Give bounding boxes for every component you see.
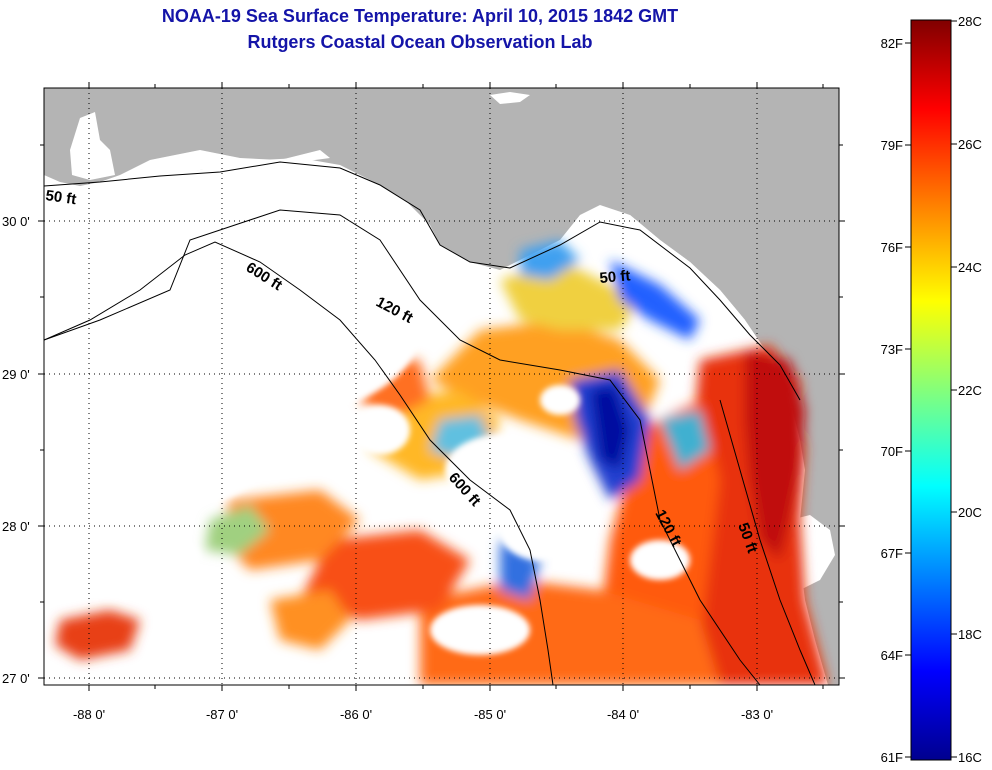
map-subtitle: Rutgers Coastal Ocean Observation Lab [247, 32, 593, 52]
map-title: NOAA-19 Sea Surface Temperature: April 1… [161, 6, 679, 26]
colorbar-f-label: 76F [881, 240, 903, 255]
colorbar-fahrenheit-labels: 82F 79F 76F 73F 70F 67F 64F 61F [881, 36, 903, 765]
colorbar-f-label: 82F [881, 36, 903, 51]
colorbar [910, 19, 952, 761]
x-axis-labels: -88 0' -87 0' -86 0' -85 0' -84 0' -83 0… [73, 707, 773, 722]
x-tick-label: -86 0' [340, 707, 372, 722]
y-tick-label: 27 0' [2, 671, 30, 686]
bay-apalachicola [490, 92, 530, 104]
y-axis-labels: 30 0' 29 0' 28 0' 27 0' [2, 214, 30, 686]
y-tick-label: 29 0' [2, 367, 30, 382]
colorbar-f-label: 73F [881, 342, 903, 357]
colorbar-f-label: 61F [881, 750, 903, 765]
sst-field [55, 240, 828, 685]
colorbar-c-label: 28C [958, 14, 982, 29]
land-florida [44, 88, 839, 685]
colorbar-c-label: 22C [958, 383, 982, 398]
colorbar-celsius-labels: 28C 26C 24C 22C 20C 18C 16C [958, 14, 982, 765]
x-tick-label: -88 0' [73, 707, 105, 722]
contour-label: 50 ft [599, 267, 631, 287]
y-tick-label: 28 0' [2, 519, 30, 534]
x-tick-label: -87 0' [206, 707, 238, 722]
cloud-gaps [44, 240, 690, 655]
x-tick-label: -83 0' [741, 707, 773, 722]
coastal-band-bigbend [560, 215, 745, 345]
colorbar-ticks [905, 20, 957, 758]
colorbar-f-label: 70F [881, 444, 903, 459]
colorbar-f-label: 67F [881, 546, 903, 561]
colorbar-f-label: 79F [881, 138, 903, 153]
colorbar-c-label: 24C [958, 260, 982, 275]
x-tick-label: -84 0' [607, 707, 639, 722]
colorbar-c-label: 18C [958, 627, 982, 642]
isobath-contours [44, 161, 816, 685]
colorbar-c-label: 16C [958, 750, 982, 765]
colorbar-f-label: 64F [881, 648, 903, 663]
y-tick-label: 30 0' [2, 214, 30, 229]
bay-pensacola [120, 150, 330, 175]
colorbar-c-label: 26C [958, 137, 982, 152]
axis-ticks [38, 82, 845, 691]
contour-label: 50 ft [44, 187, 77, 208]
bay-mobile [70, 112, 115, 180]
colorbar-c-label: 20C [958, 505, 982, 520]
x-tick-label: -85 0' [474, 707, 506, 722]
plot-frame [43, 87, 840, 686]
